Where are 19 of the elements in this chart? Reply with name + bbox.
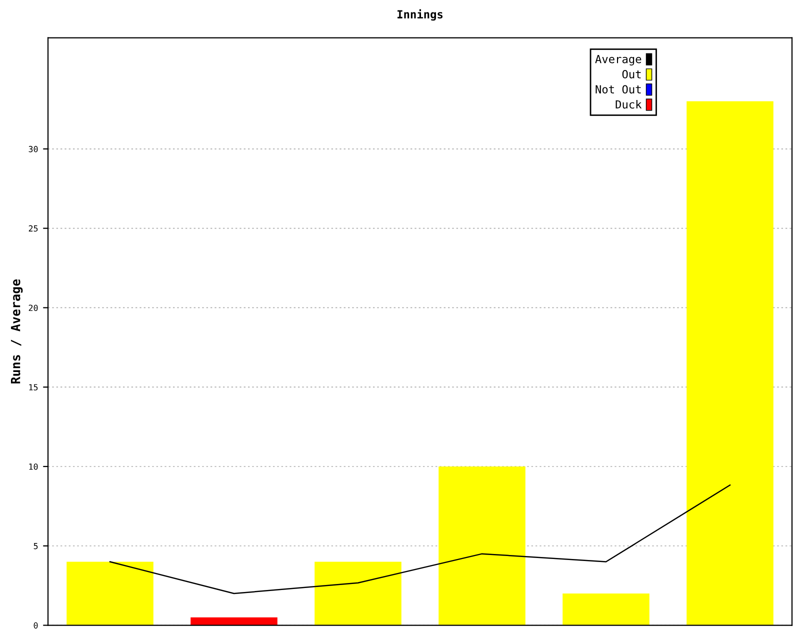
y-tick-label: 10 [29, 463, 38, 470]
y-tick-label: 25 [28, 225, 38, 232]
y-tick-label: 15 [29, 384, 38, 390]
bar [66, 562, 154, 626]
legend-label: Duck [616, 100, 642, 109]
legend-label: Not Out [596, 85, 641, 94]
y-tick-label: 30 [28, 146, 38, 152]
bar [314, 562, 402, 626]
y-tick-label: 0 [34, 622, 38, 629]
bar [438, 466, 526, 626]
y-tick-label: 20 [28, 304, 38, 312]
legend-label: Out [622, 70, 641, 78]
line-series [109, 484, 731, 594]
chart-title: Innings [398, 9, 443, 21]
y-axis-title: Runs / Average [10, 279, 23, 384]
y-tick-label: 5 [34, 543, 38, 550]
bar [686, 101, 774, 626]
bar [562, 594, 650, 626]
legend-label: Average [595, 54, 642, 66]
